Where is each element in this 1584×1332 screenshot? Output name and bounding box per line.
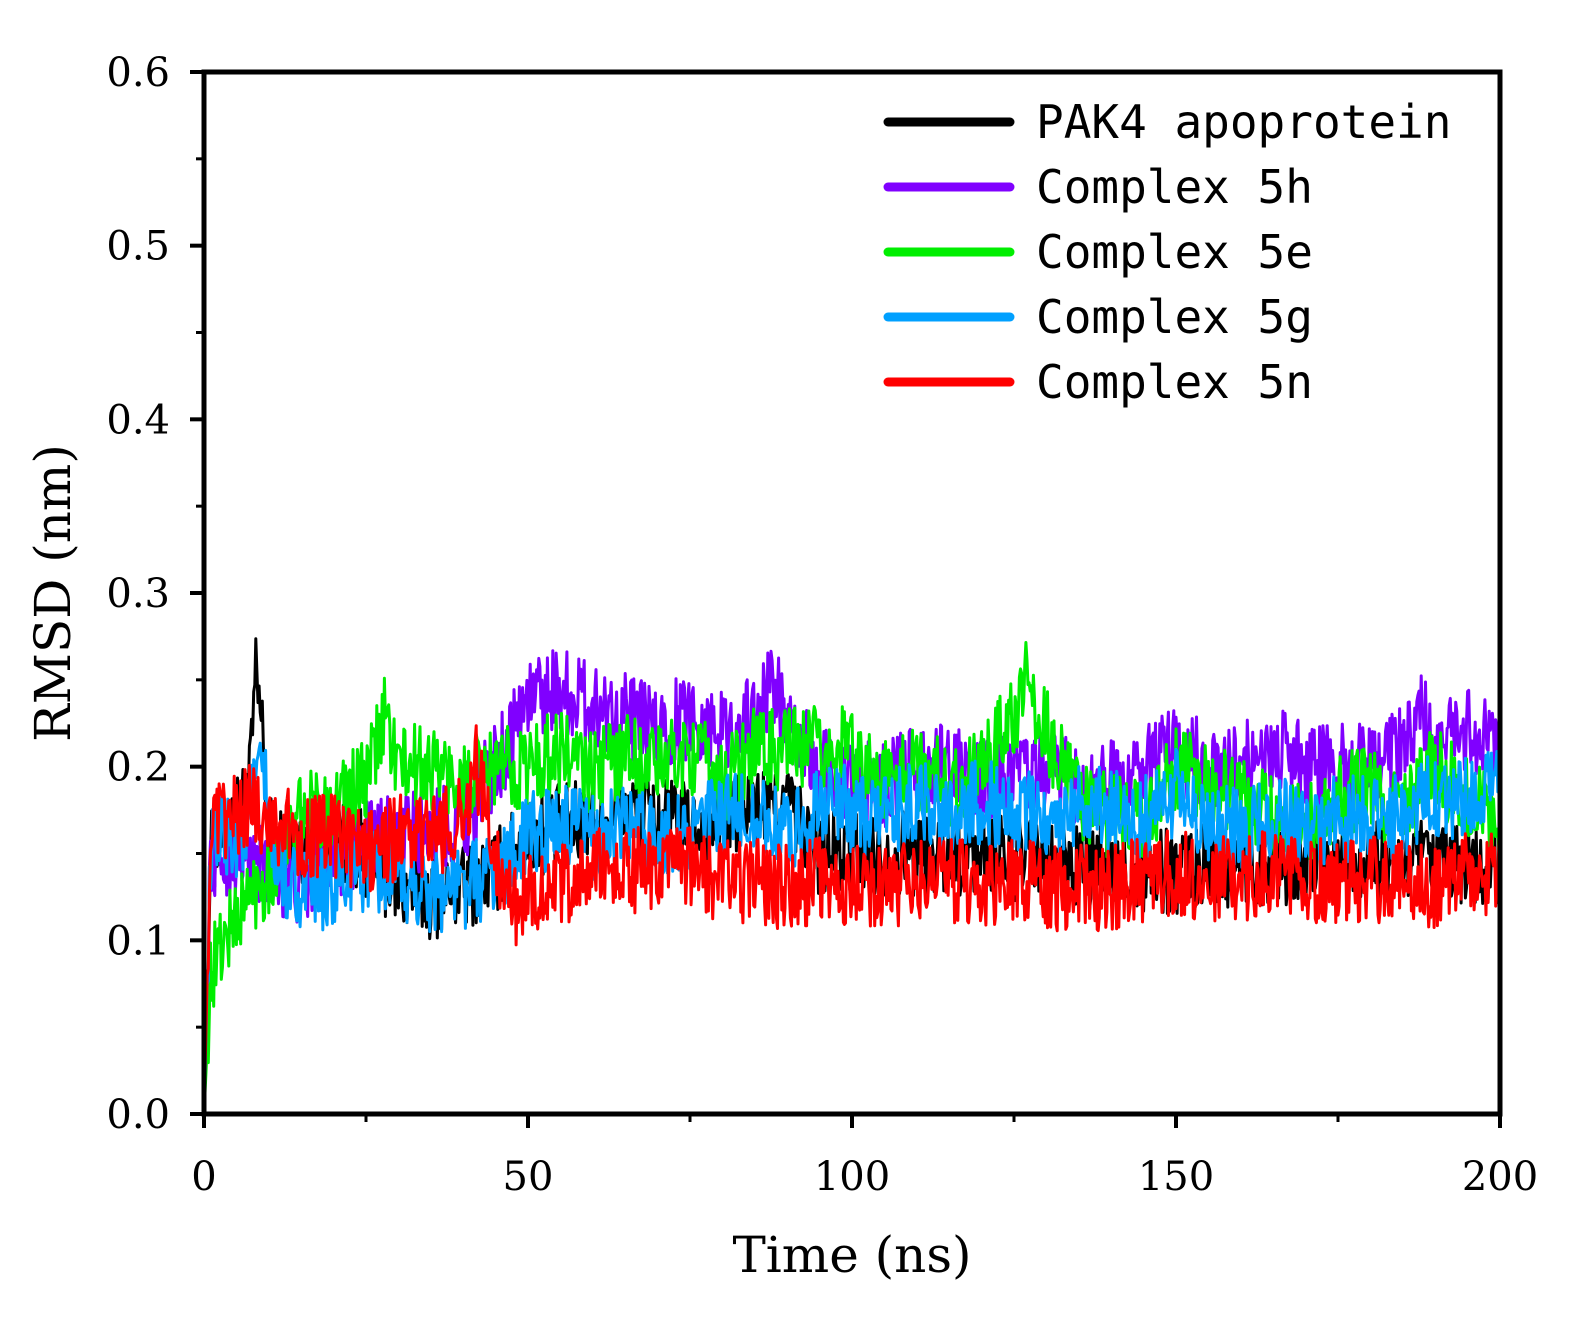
- y-axis-title: RMSD (nm): [24, 444, 82, 742]
- y-tick-label: 0.3: [106, 571, 170, 617]
- y-tick-label: 0.5: [106, 224, 170, 270]
- y-tick-label: 0.4: [106, 397, 170, 443]
- y-tick-label: 0.2: [106, 745, 170, 791]
- ticks-layer: 0 50 100 150 200 0.0 0.1 0.2 0.3 0.4 0.5 0.6: [106, 50, 1538, 1200]
- x-tick-label: 0: [191, 1154, 216, 1200]
- legend-label: Complex 5g: [1036, 290, 1313, 344]
- x-tick-label: 100: [814, 1154, 890, 1200]
- y-tick-label: 0.6: [106, 50, 170, 96]
- series-layer: [202, 637, 1502, 1115]
- legend-label: PAK4 apoprotein: [1036, 95, 1451, 149]
- y-tick-label: 0.1: [106, 918, 170, 964]
- legend-label: Complex 5h: [1036, 160, 1313, 214]
- y-tick-label: 0.0: [106, 1092, 170, 1138]
- series-line-5: [202, 724, 1502, 1115]
- legend: PAK4 apoprotein Complex 5h Complex 5e Compl…: [883, 95, 1451, 409]
- legend-label: Complex 5n: [1036, 355, 1313, 409]
- x-axis-title: Time (ns): [732, 1226, 971, 1284]
- x-tick-label: 200: [1462, 1154, 1538, 1200]
- x-tick-label: 50: [503, 1154, 554, 1200]
- series-line-4: [202, 741, 1502, 1115]
- x-tick-label: 150: [1138, 1154, 1214, 1200]
- legend-label: Complex 5e: [1036, 225, 1313, 279]
